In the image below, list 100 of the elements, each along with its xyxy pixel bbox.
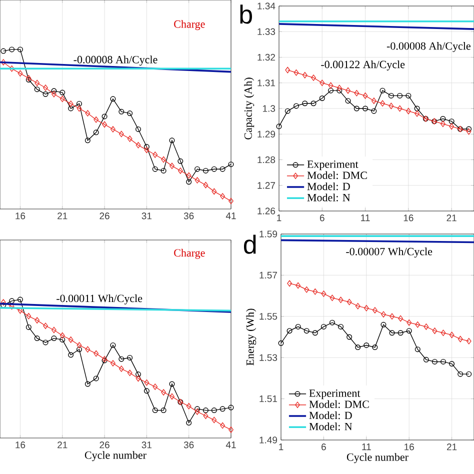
point (118, 108, 124, 114)
annotation: -0.00007 Wh/Cycle (346, 248, 432, 258)
point (398, 330, 404, 336)
point (110, 96, 116, 102)
x-tick-label: 36 (184, 212, 194, 220)
point (320, 80, 325, 86)
point (144, 379, 150, 386)
point (406, 108, 411, 114)
point (178, 158, 184, 164)
point (284, 108, 290, 114)
point (94, 116, 99, 123)
text: Charge (174, 248, 205, 259)
point (85, 346, 90, 353)
point (60, 90, 66, 96)
point (458, 336, 463, 342)
point (294, 69, 299, 76)
point (414, 110, 420, 117)
point (423, 356, 429, 362)
point (161, 156, 166, 163)
x-tick-label: 6 (320, 214, 324, 222)
annotation: -0.00122 Ah/Cycle (321, 60, 405, 70)
point (432, 328, 438, 334)
y-axis-title: Energy (Wh) (246, 308, 256, 366)
point (136, 142, 141, 148)
point (380, 100, 385, 107)
point (406, 328, 412, 334)
x-axis-title: Cycle number (84, 451, 146, 462)
point (228, 426, 234, 433)
point (43, 84, 48, 91)
y-tick-label: 1.55 (260, 313, 278, 320)
x-tick-label: 21 (58, 212, 68, 220)
point (312, 330, 318, 336)
point (220, 406, 226, 412)
point (76, 346, 82, 352)
point (287, 280, 292, 287)
point (186, 403, 192, 410)
point (34, 80, 40, 86)
y-tick-label: 1.28 (258, 156, 276, 164)
point (194, 408, 200, 415)
point (26, 324, 32, 330)
point (372, 307, 378, 314)
point (68, 352, 74, 358)
x-tick-label: 26 (100, 212, 110, 220)
point (110, 360, 116, 366)
point (127, 136, 132, 142)
point (60, 336, 66, 342)
x-axis-title: Cycle number (346, 453, 408, 464)
point (302, 100, 308, 106)
point (60, 332, 65, 339)
point (203, 412, 208, 419)
annotation: -0.00008 Ah/Cycle (74, 56, 158, 66)
point (194, 406, 200, 412)
y-tick-label: 1.59 (260, 230, 278, 238)
point (160, 168, 166, 174)
point (169, 138, 175, 144)
point (169, 381, 175, 387)
point (42, 340, 48, 346)
point (118, 356, 124, 362)
point (220, 166, 226, 172)
point (51, 336, 57, 342)
point (372, 344, 378, 350)
point (310, 100, 316, 106)
point (228, 198, 234, 204)
point (68, 100, 74, 107)
point (93, 130, 99, 136)
y-tick-label: 1.57 (260, 272, 277, 279)
y-tick-label: 1.29 (258, 130, 276, 138)
legend-label: Model: DMC (307, 171, 367, 180)
point (51, 88, 57, 94)
point (346, 334, 352, 340)
point (76, 342, 82, 348)
y-tick-label: 1.32 (258, 54, 275, 61)
point (364, 342, 370, 348)
point (294, 103, 300, 109)
point (102, 121, 107, 128)
x-tick-label: 16 (404, 444, 414, 450)
point (94, 350, 99, 357)
point (144, 388, 150, 394)
point (338, 296, 344, 304)
point (414, 106, 420, 112)
x-tick-label: 1 (279, 444, 284, 450)
point (432, 358, 438, 364)
y-tick-label: 1.34 (258, 2, 276, 10)
point (136, 372, 142, 378)
point (161, 389, 166, 396)
point (336, 88, 342, 94)
point (186, 172, 192, 179)
x-tick-label: 16 (16, 212, 26, 220)
point (414, 346, 420, 352)
point (152, 152, 158, 158)
point (397, 105, 402, 112)
point (203, 182, 208, 188)
point (362, 106, 368, 112)
point (144, 146, 150, 154)
point (406, 92, 412, 98)
point (466, 338, 472, 344)
point (170, 162, 174, 170)
point (286, 328, 292, 334)
point (397, 92, 403, 98)
point (449, 123, 454, 130)
